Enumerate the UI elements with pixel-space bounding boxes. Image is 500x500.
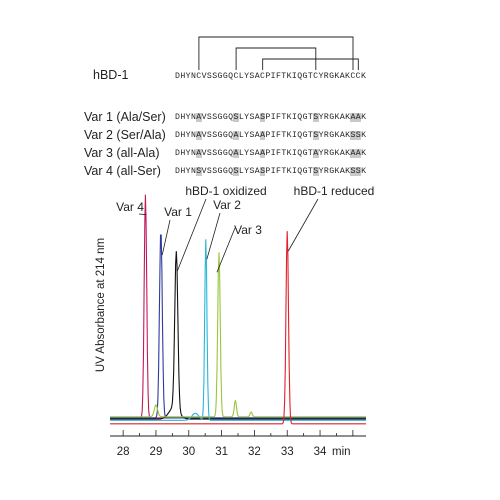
sequence-segment: YRGKAK (318, 113, 351, 122)
trace-var-1 (110, 234, 366, 419)
substituted-residue: SS (350, 131, 362, 140)
peak-label: Var 2 (213, 198, 241, 212)
sequence-segment: LYSA (238, 149, 261, 158)
substituted-residue: SS (350, 167, 362, 176)
sequence-segment: LYSA (238, 113, 261, 122)
sequence-segment: K (361, 113, 367, 122)
sequence-panel: hBD-1 DHYNCVSSGGQCLYSACPIFTKIQGTCYRGKAKC… (0, 0, 500, 190)
sequence-segment: LYSA (238, 131, 261, 140)
trace-hbd-1-reduced (110, 231, 366, 425)
peak-leader-line (206, 212, 221, 260)
peak-leader-line (216, 227, 236, 273)
trace-var-2 (110, 239, 366, 421)
substituted-residue: S (313, 131, 319, 140)
peak-label: Var 3 (234, 223, 262, 237)
substituted-residue: S (260, 113, 266, 122)
x-axis-unit: min (332, 446, 351, 458)
sequence-segment: PIFTKIQGT (265, 131, 314, 140)
sequence-segment: DHYN (175, 167, 197, 176)
peak-label: Var 1 (164, 205, 192, 219)
sequence-segment: VSSGGQ (201, 113, 234, 122)
substituted-residue: A (313, 149, 319, 158)
trace-layer (110, 194, 366, 425)
substituted-residue: A (196, 113, 202, 122)
substituted-residue: S (313, 113, 319, 122)
substituted-residue: S (260, 167, 266, 176)
sequence-segment: DHYN (175, 113, 197, 122)
sequence-segment: YRGKAK (318, 149, 351, 158)
sequence-segment: PIFTKIQGT (265, 113, 314, 122)
sequence-segment: LYSA (238, 167, 261, 176)
sequence-segment: DHYN (175, 149, 197, 158)
substituted-residue: A (233, 131, 239, 140)
variant-sequence: DHYNAVSSGGQALYSAAPIFTKIQGTSYRGKAKSSK (175, 131, 366, 140)
wildtype-sequence: DHYNCVSSGGQCLYSACPIFTKIQGTCYRGKAKCCK (175, 72, 367, 81)
peak-leader-line (138, 213, 147, 216)
substituted-residue: A (196, 131, 202, 140)
sequence-segment: YRGKAK (318, 167, 351, 176)
sequence-segment: K (361, 131, 367, 140)
sequence-segment: DHYN (175, 131, 197, 140)
disulfide-bond (198, 36, 354, 70)
variant-sequence: DHYNAVSSGGQSLYSASPIFTKIQGTSYRGKAKAAK (175, 113, 366, 122)
sequence-segment: K (361, 167, 367, 176)
sequence-segment: PIFTKIQGT (265, 167, 314, 176)
variant-sequence: DHYNSVSSGGQSLYSASPIFTKIQGTSYRGKAKSSK (175, 167, 366, 176)
peak-label: hBD-1 reduced (294, 184, 375, 198)
variant-label: Var 2 (Ser/Ala) (84, 128, 166, 142)
sequence-segment: K (361, 149, 367, 158)
substituted-residue: S (196, 167, 202, 176)
x-tick-label: 28 (117, 446, 130, 458)
trace-var-3 (110, 252, 366, 418)
x-tick-label: 33 (281, 446, 294, 458)
peak-leader-line (176, 198, 207, 272)
substituted-residue: AA (350, 149, 362, 158)
substituted-residue: AA (350, 113, 362, 122)
substituted-residue: A (260, 131, 266, 140)
x-tick-label: 34 (314, 446, 327, 458)
substituted-residue: S (233, 113, 239, 122)
sequence-segment: VSSGGQ (201, 167, 234, 176)
substituted-residue: S (233, 167, 239, 176)
x-axis: 28 29 30 31 32 33 34 min (110, 430, 366, 458)
peak-label: hBD-1 oxidized (185, 184, 266, 198)
substituted-residue: A (233, 149, 239, 158)
variant-sequence: DHYNAVSSGGQALYSAAPIFTKIQGTAYRGKAKAAK (175, 149, 366, 158)
sequence-segment: YRGKAK (318, 131, 351, 140)
substituted-residue: A (260, 149, 266, 158)
x-tick-label: 31 (215, 446, 228, 458)
variant-label: Var 4 (all-Ser) (84, 164, 161, 178)
disulfide-bond-diagram (198, 36, 359, 70)
sequence-segment: VSSGGQ (201, 131, 234, 140)
sequence-segment: VSSGGQ (201, 149, 234, 158)
y-axis-label: UV Absorbance at 214 nm (95, 238, 107, 372)
peak-label: Var 4 (116, 200, 144, 214)
wildtype-label: hBD-1 (93, 68, 129, 82)
x-tick-label: 29 (150, 446, 163, 458)
substituted-residue: A (196, 149, 202, 158)
variant-label: Var 1 (Ala/Ser) (84, 110, 166, 124)
disulfide-bond (262, 58, 359, 70)
x-tick-label: 32 (248, 446, 261, 458)
variant-label: Var 3 (all-Ala) (84, 146, 160, 160)
peak-leader-line (287, 198, 319, 252)
sequence-segment: PIFTKIQGT (265, 149, 314, 158)
x-tick-label: 30 (182, 446, 195, 458)
peak-leader-line (161, 219, 171, 256)
substituted-residue: S (313, 167, 319, 176)
trace-hbd-1-oxidized (110, 251, 366, 420)
